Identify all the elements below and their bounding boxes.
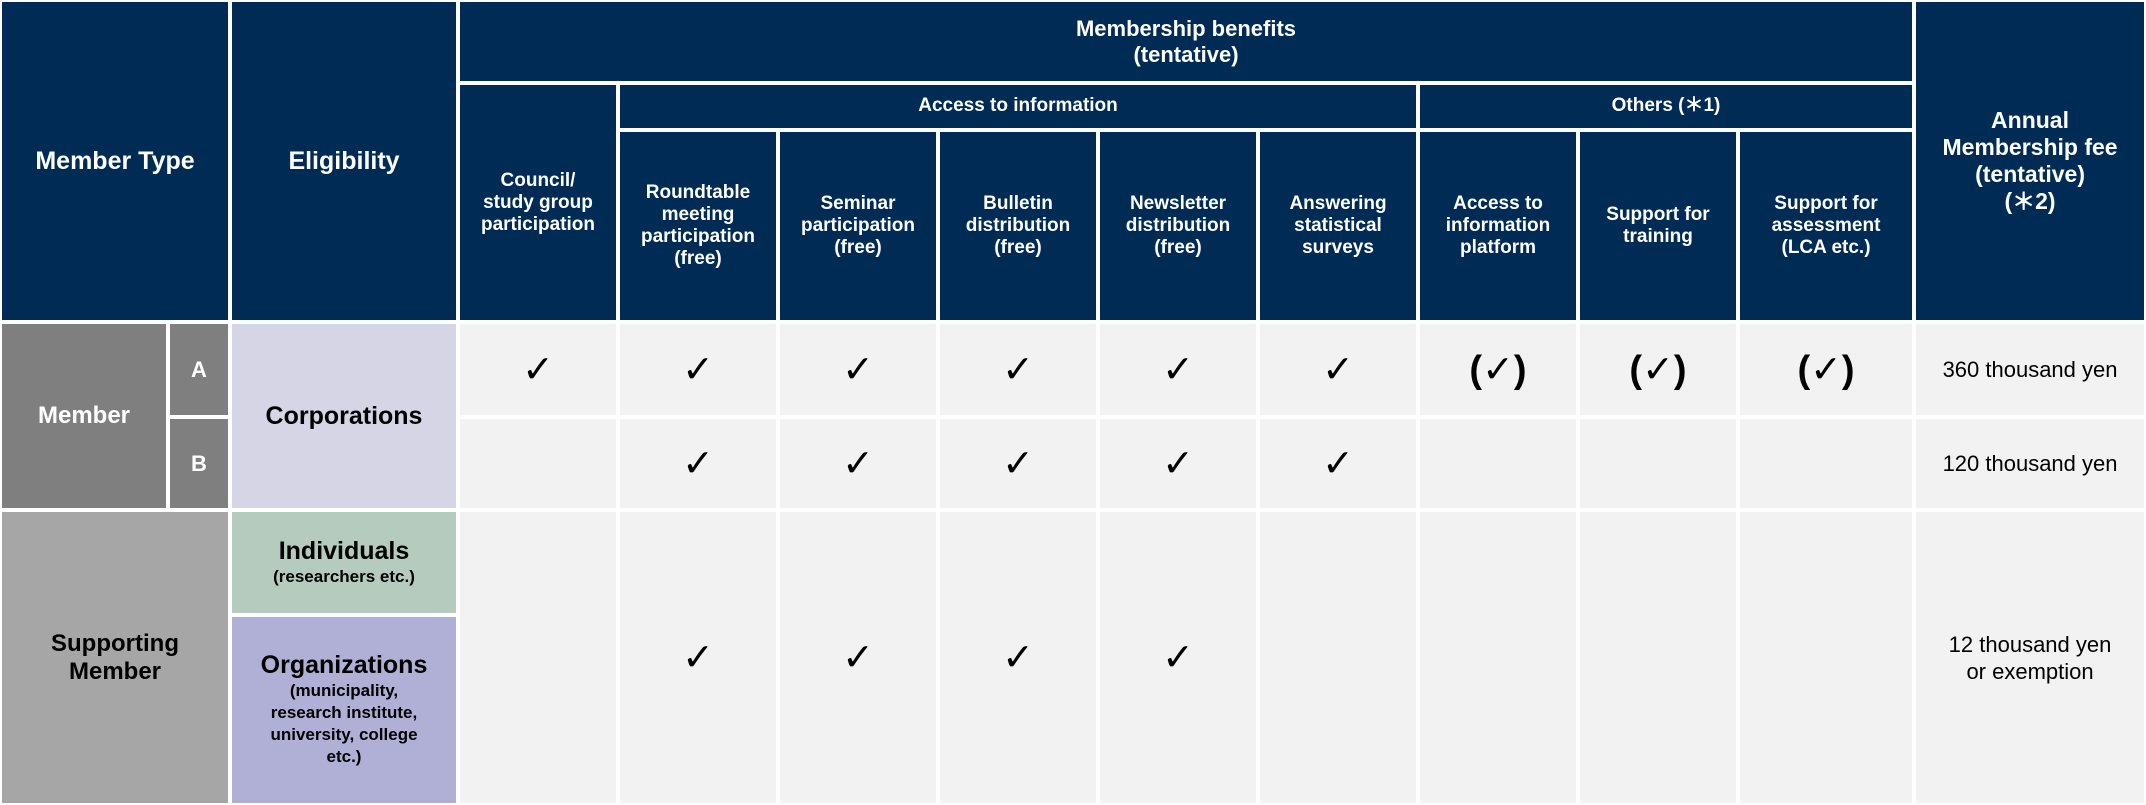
col-header-line: platform <box>1460 236 1536 258</box>
fee-title-line: Annual <box>1991 106 2069 133</box>
col-header-line: Roundtable <box>645 181 751 203</box>
fee-title-line: (＊2) <box>2004 187 2056 214</box>
col-header-line: (free) <box>674 247 722 269</box>
organizations-note: etc.) <box>326 747 362 767</box>
others-header: Others (＊1) <box>1418 83 1915 130</box>
check-mark: ✓ <box>938 417 1098 511</box>
organizations-label: Organizations <box>260 651 428 680</box>
col-header-training: Support for training <box>1578 129 1738 322</box>
fee-line: 12 thousand yen <box>1948 631 2112 657</box>
check-mark-optional: (✓) <box>1418 321 1578 418</box>
check-mark: ✓ <box>778 417 938 511</box>
col-header-line: participation <box>800 214 915 236</box>
col-header-bulletin: Bulletin distribution (free) <box>938 129 1098 322</box>
empty-cell <box>1578 417 1738 511</box>
check-mark-optional: (✓) <box>1738 321 1915 418</box>
col-header-line: (free) <box>994 236 1042 258</box>
empty-cell <box>1738 417 1915 511</box>
access-to-information-header: Access to information <box>618 83 1418 130</box>
col-header-line: (free) <box>834 236 882 258</box>
fee-supporting: 12 thousand yen or exemption <box>1914 510 2146 805</box>
check-mark: ✓ <box>938 510 1098 805</box>
col-header-newsletter: Newsletter distribution (free) <box>1098 129 1258 322</box>
individuals-label: Individuals <box>278 536 410 565</box>
annual-fee-header: Annual Membership fee (tentative) (＊2) <box>1914 0 2146 322</box>
member-type-header: Member Type <box>0 0 230 322</box>
membership-benefits-header: Membership benefits (tentative) <box>458 0 1915 84</box>
col-header-line: Answering <box>1289 192 1387 214</box>
member-class-b: B <box>168 417 230 511</box>
check-mark: ✓ <box>778 510 938 805</box>
fee-line: 120 thousand yen <box>1942 451 2118 477</box>
fee-title-line: Membership fee <box>1942 133 2118 160</box>
organizations-note: university, college <box>270 725 418 745</box>
col-header-line: information <box>1445 214 1551 236</box>
fee-line: or exemption <box>1966 658 2094 684</box>
col-header-assessment: Support for assessment (LCA etc.) <box>1738 129 1915 322</box>
empty-cell <box>1418 510 1578 805</box>
empty-cell <box>1738 510 1915 805</box>
member-class-a: A <box>168 321 230 418</box>
member-type-supporting: Supporting Member <box>0 510 230 805</box>
fee-line: 360 thousand yen <box>1942 357 2118 383</box>
col-header-line: distribution <box>965 214 1071 236</box>
eligibility-individuals: Individuals (researchers etc.) <box>230 510 458 615</box>
check-mark-optional: (✓) <box>1578 321 1738 418</box>
fee-member-b: 120 thousand yen <box>1914 417 2146 511</box>
fee-member-a: 360 thousand yen <box>1914 321 2146 418</box>
empty-cell <box>1578 510 1738 805</box>
col-header-roundtable: Roundtable meeting participation (free) <box>618 129 778 322</box>
member-type-member: Member <box>0 321 168 511</box>
supporting-label-line: Member <box>68 657 162 685</box>
col-header-line: Newsletter <box>1129 192 1227 214</box>
empty-cell <box>458 510 618 805</box>
check-mark: ✓ <box>458 321 618 418</box>
check-mark: ✓ <box>618 510 778 805</box>
col-header-platform: Access to information platform <box>1418 129 1578 322</box>
col-header-line: statistical <box>1294 214 1382 236</box>
col-header-line: Access to <box>1453 192 1543 214</box>
empty-cell <box>1258 510 1418 805</box>
col-header-line: participation <box>640 225 755 247</box>
benefits-title-line: (tentative) <box>1133 41 1239 67</box>
col-header-line: Bulletin <box>983 192 1053 214</box>
benefits-title-line: Membership benefits <box>1075 15 1297 41</box>
col-header-line: study group <box>483 191 593 213</box>
col-header-line: meeting <box>661 203 735 225</box>
check-mark: ✓ <box>938 321 1098 418</box>
fee-title-line: (tentative) <box>1975 160 2085 187</box>
col-header-surveys: Answering statistical surveys <box>1258 129 1418 322</box>
eligibility-corporations: Corporations <box>230 321 458 511</box>
col-header-line: Seminar <box>820 192 896 214</box>
col-header-line: distribution <box>1125 214 1231 236</box>
check-mark: ✓ <box>1258 321 1418 418</box>
check-mark: ✓ <box>1098 510 1258 805</box>
eligibility-header: Eligibility <box>230 0 458 322</box>
col-header-seminar: Seminar participation (free) <box>778 129 938 322</box>
organizations-note: research institute, <box>270 703 418 723</box>
check-mark: ✓ <box>618 321 778 418</box>
col-header-line: assessment <box>1771 214 1881 236</box>
check-mark: ✓ <box>1258 417 1418 511</box>
col-header-line: Support for <box>1774 192 1878 214</box>
col-header-council: Council/ study group participation <box>458 83 618 322</box>
empty-cell <box>458 417 618 511</box>
col-header-line: (free) <box>1154 236 1202 258</box>
check-mark: ✓ <box>1098 417 1258 511</box>
col-header-line: surveys <box>1302 236 1374 258</box>
organizations-note: (municipality, <box>289 681 399 701</box>
col-header-line: Council/ <box>500 169 576 191</box>
check-mark: ✓ <box>1098 321 1258 418</box>
col-header-line: Support for <box>1606 203 1710 225</box>
individuals-note: (researchers etc.) <box>273 566 415 586</box>
col-header-line: (LCA etc.) <box>1781 236 1871 258</box>
check-mark: ✓ <box>778 321 938 418</box>
eligibility-organizations: Organizations (municipality, research in… <box>230 614 458 805</box>
col-header-line: participation <box>480 213 595 235</box>
check-mark: ✓ <box>618 417 778 511</box>
supporting-label-line: Supporting <box>51 629 179 657</box>
empty-cell <box>1418 417 1578 511</box>
col-header-line: training <box>1623 225 1693 247</box>
